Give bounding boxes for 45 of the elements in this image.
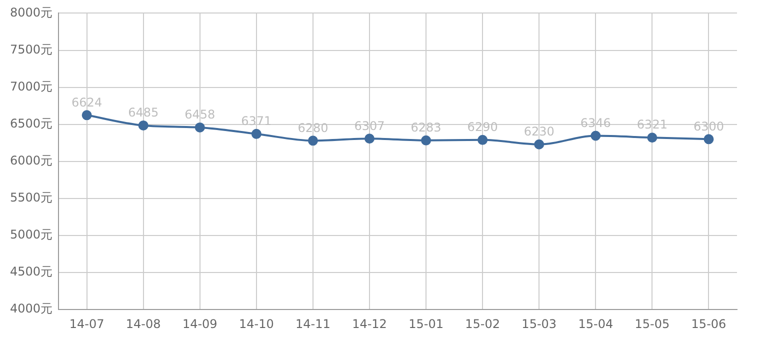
x-tick-label: 14-08 xyxy=(126,316,161,331)
data-label: 6307 xyxy=(354,118,385,133)
x-tick-label: 15-06 xyxy=(691,316,726,331)
point xyxy=(590,130,601,141)
point xyxy=(251,128,262,139)
data-label: 6300 xyxy=(693,119,724,134)
x-tick-label: 14-07 xyxy=(69,316,104,331)
data-label: 6485 xyxy=(128,106,159,120)
point xyxy=(138,120,148,130)
y-tick-label: 7000元 xyxy=(10,79,53,94)
y-tick-label: 8000元 xyxy=(10,5,53,20)
data-label: 6283 xyxy=(410,120,442,135)
point xyxy=(704,134,714,144)
y-tick-label: 7500元 xyxy=(10,42,53,56)
x-tick-label: 14-10 xyxy=(238,316,274,331)
y-tick-label: 5000元 xyxy=(10,228,53,242)
point xyxy=(82,110,92,120)
x-tick-label: 14-12 xyxy=(352,316,387,331)
data-label: 6371 xyxy=(241,114,272,128)
data-label: 6458 xyxy=(184,108,216,122)
point xyxy=(364,134,374,144)
point xyxy=(421,135,432,146)
x-tick-label: 15-03 xyxy=(522,316,557,331)
x-tick-label: 14-09 xyxy=(182,316,218,331)
point xyxy=(647,132,658,143)
data-label: 6280 xyxy=(298,120,328,135)
x-tick-label: 15-04 xyxy=(578,316,614,331)
y-tick-label: 6500元 xyxy=(10,116,53,130)
x-tick-label: 15-01 xyxy=(408,316,444,331)
y-tick-label: 6000元 xyxy=(10,154,53,168)
data-label: 6230 xyxy=(524,124,554,138)
y-tick-label: 4500元 xyxy=(10,264,53,279)
y-tick-label: 5500元 xyxy=(10,190,53,205)
point xyxy=(308,136,318,146)
x-tick-label: 15-02 xyxy=(465,316,500,331)
point xyxy=(194,122,205,132)
point xyxy=(534,139,544,150)
data-label: 6346 xyxy=(580,116,611,130)
y-tick-label: 4000元 xyxy=(10,302,53,316)
x-tick-label: 14-11 xyxy=(296,316,330,331)
data-label: 6290 xyxy=(467,120,498,134)
data-label: 6321 xyxy=(636,118,668,132)
point xyxy=(478,134,488,145)
data-label: 6624 xyxy=(72,95,102,110)
x-tick-label: 15-05 xyxy=(634,316,670,331)
